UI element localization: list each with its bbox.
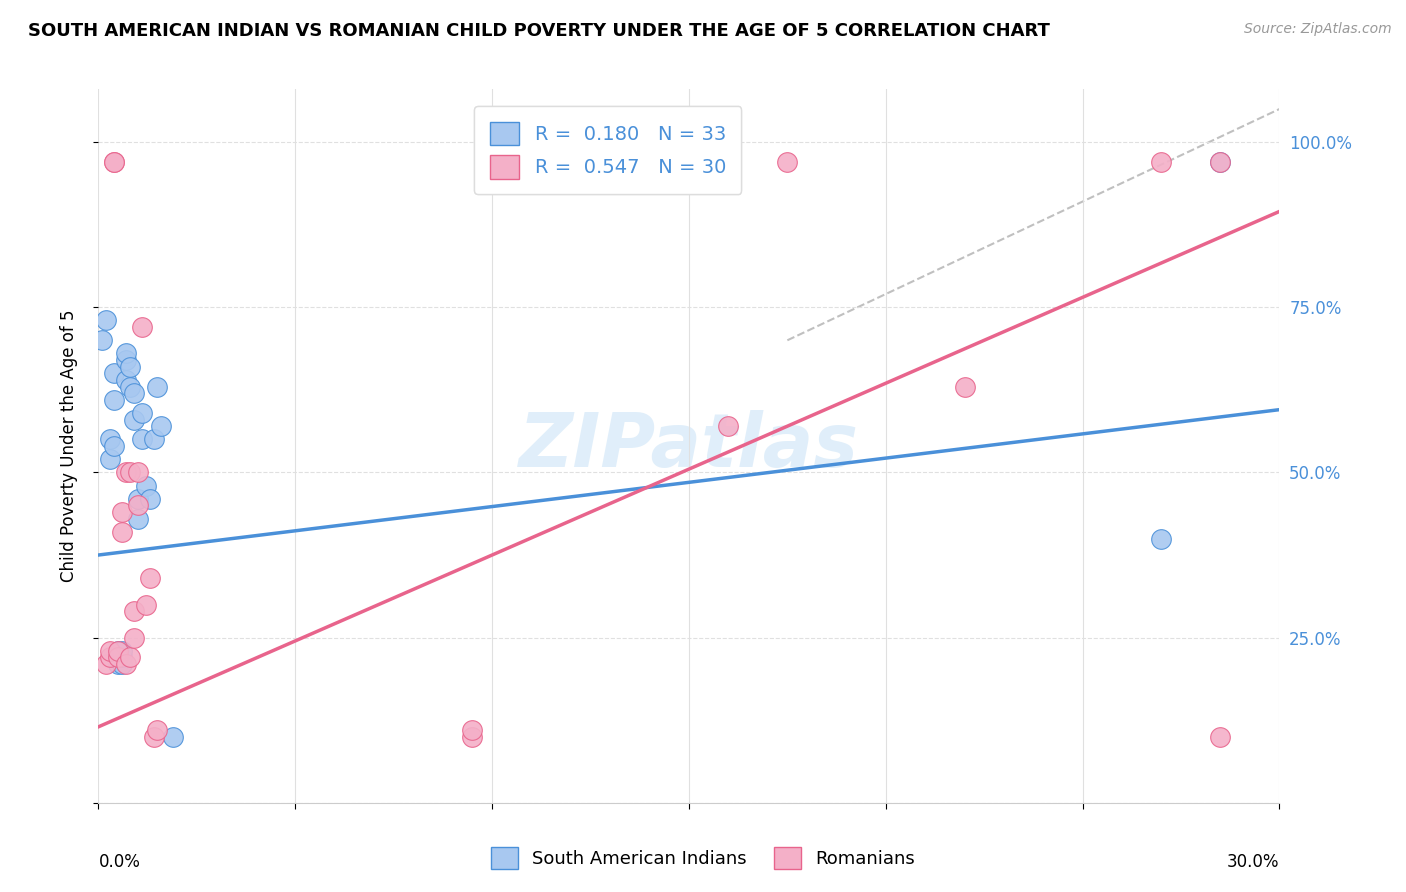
Point [118, 466, 141, 480]
Point [111, 505, 134, 519]
Point [115, 346, 138, 360]
Point [115, 373, 138, 387]
Point [107, 650, 129, 665]
Point [122, 386, 145, 401]
Point [122, 604, 145, 618]
Point [96, 657, 118, 671]
Point [118, 650, 141, 665]
Text: Source: ZipAtlas.com: Source: ZipAtlas.com [1244, 22, 1392, 37]
Text: 0.0%: 0.0% [98, 853, 141, 871]
Text: 30.0%: 30.0% [1227, 853, 1279, 871]
Point [115, 657, 138, 671]
Point [111, 650, 134, 665]
Point [122, 412, 145, 426]
Point [717, 419, 740, 434]
Point [142, 433, 165, 447]
Legend: R =  0.180   N = 33, R =  0.547   N = 30: R = 0.180 N = 33, R = 0.547 N = 30 [474, 106, 741, 194]
Point [776, 154, 799, 169]
Point [115, 466, 138, 480]
Point [103, 154, 125, 169]
Point [111, 657, 134, 671]
Point [150, 419, 173, 434]
Point [131, 406, 153, 420]
Point [138, 571, 160, 585]
Point [131, 433, 153, 447]
Point [98, 644, 121, 658]
Point [1150, 154, 1173, 169]
Point [111, 644, 134, 658]
Point [138, 491, 160, 506]
Point [127, 511, 149, 525]
Point [162, 730, 184, 744]
Point [142, 730, 165, 744]
Point [1209, 154, 1232, 169]
Point [103, 154, 125, 169]
Point [103, 367, 125, 381]
Y-axis label: Child Poverty Under the Age of 5: Child Poverty Under the Age of 5 [59, 310, 77, 582]
Point [146, 379, 169, 393]
Point [146, 723, 169, 738]
Point [115, 353, 138, 368]
Point [103, 392, 125, 407]
Point [107, 644, 129, 658]
Point [461, 723, 484, 738]
Point [107, 644, 129, 658]
Point [98, 452, 121, 467]
Point [98, 650, 121, 665]
Point [127, 466, 149, 480]
Point [1209, 154, 1232, 169]
Point [96, 313, 118, 327]
Point [118, 379, 141, 393]
Point [1209, 730, 1232, 744]
Point [122, 631, 145, 645]
Point [107, 650, 129, 665]
Point [98, 433, 121, 447]
Point [127, 499, 149, 513]
Text: ZIPatlas: ZIPatlas [519, 409, 859, 483]
Point [118, 359, 141, 374]
Point [953, 379, 976, 393]
Point [135, 598, 157, 612]
Point [103, 439, 125, 453]
Point [461, 730, 484, 744]
Point [91, 333, 114, 347]
Legend: South American Indians, Romanians: South American Indians, Romanians [482, 838, 924, 879]
Point [111, 524, 134, 539]
Point [107, 650, 129, 665]
Point [107, 657, 129, 671]
Point [127, 491, 149, 506]
Point [1150, 532, 1173, 546]
Point [135, 478, 157, 492]
Text: SOUTH AMERICAN INDIAN VS ROMANIAN CHILD POVERTY UNDER THE AGE OF 5 CORRELATION C: SOUTH AMERICAN INDIAN VS ROMANIAN CHILD … [28, 22, 1050, 40]
Point [131, 320, 153, 334]
